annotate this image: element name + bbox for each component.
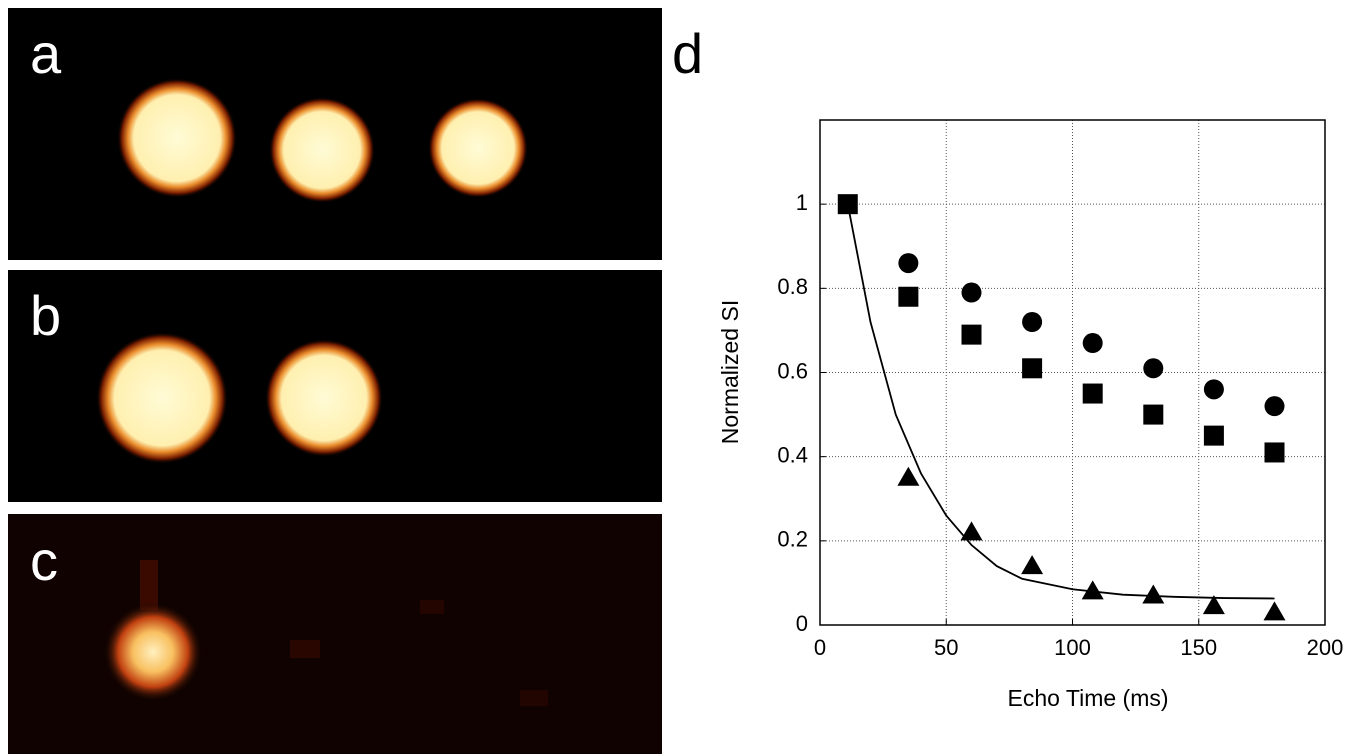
point-circle	[1264, 396, 1285, 417]
point-square	[1203, 425, 1224, 446]
x-tick-label: 200	[1307, 635, 1344, 660]
fit-curve	[846, 203, 1275, 600]
panel-label: d	[672, 22, 703, 85]
panel-label: b	[30, 284, 61, 347]
point-square	[1143, 404, 1164, 425]
point-triangle	[1081, 580, 1104, 600]
image-panel-c: c	[8, 514, 662, 754]
point-triangle	[1021, 555, 1044, 575]
panel-label: a	[30, 22, 62, 85]
point-square	[898, 286, 919, 307]
y-tick-label: 0	[796, 611, 808, 636]
y-tick-label: 0.8	[777, 274, 808, 299]
y-tick-label: 0.2	[777, 527, 808, 552]
image-panel-a: a	[8, 8, 662, 260]
panel-label: c	[30, 529, 58, 592]
point-square	[961, 324, 982, 345]
point-circle	[961, 282, 982, 303]
y-tick-label: 0.4	[777, 442, 808, 467]
point-square	[1022, 358, 1043, 379]
point-circle	[1203, 379, 1224, 400]
point-square	[1264, 442, 1285, 463]
point-circle	[898, 253, 919, 274]
plot-frame	[819, 119, 1326, 626]
y-axis-title: Normalized SI	[717, 300, 743, 444]
point-circle	[1082, 333, 1103, 354]
point-square	[1082, 383, 1103, 404]
x-tick-label: 150	[1180, 635, 1217, 660]
image-panel-b: b	[8, 270, 662, 502]
point-triangle	[1202, 595, 1225, 615]
point-triangle	[1142, 584, 1165, 604]
point-triangle	[1263, 601, 1286, 621]
point-triangle	[897, 466, 920, 486]
point-circle	[1143, 358, 1164, 379]
x-tick-label: 50	[934, 635, 958, 660]
y-tick-label: 1	[796, 190, 808, 215]
point-circle	[1022, 312, 1043, 332]
point-triangle	[960, 521, 983, 541]
x-tick-label: 0	[814, 635, 826, 660]
x-axis-title: Echo Time (ms)	[1007, 685, 1168, 711]
y-tick-label: 0.6	[777, 358, 808, 383]
x-tick-label: 100	[1054, 635, 1091, 660]
